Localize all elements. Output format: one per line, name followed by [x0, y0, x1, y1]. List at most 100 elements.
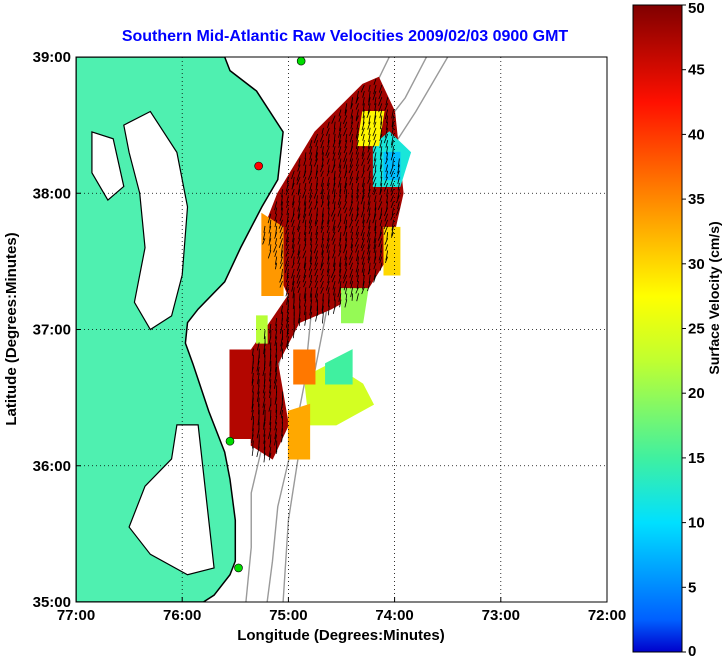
- velocity-arrow: [292, 299, 295, 309]
- velocity-arrow: [263, 446, 266, 456]
- velocity-arrow: [344, 195, 348, 203]
- velocity-arrow: [354, 213, 359, 222]
- velocity-arrow: [269, 342, 272, 351]
- velocity-arrow: [315, 170, 318, 179]
- velocity-arrow: [361, 170, 365, 178]
- velocity-arrow: [315, 311, 318, 322]
- velocity-arrow: [321, 268, 324, 276]
- velocity-arrow: [350, 103, 354, 110]
- velocity-arrow: [285, 219, 289, 228]
- velocity-arrow: [320, 274, 324, 283]
- velocity-arrow: [285, 238, 289, 247]
- velocity-arrow: [327, 201, 330, 210]
- velocity-arrow: [315, 231, 318, 240]
- velocity-arrow: [325, 127, 330, 136]
- velocity-arrow: [286, 207, 289, 216]
- velocity-arrow: [292, 256, 295, 264]
- velocity-arrow: [256, 428, 260, 439]
- velocity-arrow: [320, 219, 324, 230]
- velocity-arrow: [315, 146, 318, 158]
- velocity-arrow: [269, 354, 272, 367]
- velocity-arrow: [342, 274, 348, 284]
- velocity-arrow: [269, 366, 272, 376]
- velocity-arrow: [391, 207, 394, 216]
- velocity-arrow: [332, 146, 336, 155]
- velocity-arrow: [292, 274, 295, 285]
- velocity-arrow: [368, 84, 371, 92]
- velocity-arrow: [373, 182, 377, 193]
- bay-water-1: [128, 424, 215, 576]
- velocity-arrow: [302, 213, 307, 224]
- velocity-arrow: [286, 201, 289, 208]
- velocity-arrow: [321, 213, 324, 225]
- velocity-arrow: [313, 158, 318, 167]
- velocity-arrow: [366, 152, 371, 160]
- velocity-arrow: [326, 189, 330, 200]
- velocity-arrow: [362, 219, 365, 227]
- velocity-arrow: [373, 84, 377, 95]
- velocity-arrow: [286, 305, 289, 314]
- velocity-arrow: [310, 238, 313, 246]
- velocity-arrow: [251, 379, 254, 386]
- velocity-arrow: [297, 189, 301, 196]
- velocity-arrow: [338, 152, 342, 160]
- velocity-arrow: [367, 103, 371, 114]
- velocity-arrow: [320, 176, 324, 187]
- velocity-arrow: [373, 244, 377, 254]
- velocity-arrow: [380, 115, 383, 125]
- colorbar-tick-label: 50: [688, 0, 705, 17]
- velocity-arrow: [373, 268, 377, 280]
- velocity-arrow: [356, 250, 359, 262]
- velocity-arrow: [291, 268, 295, 279]
- velocity-arrow: [274, 360, 278, 373]
- velocity-arrow: [379, 189, 383, 196]
- velocity-arrow: [337, 195, 342, 205]
- velocity-arrow: [309, 182, 313, 191]
- velocity-arrow: [320, 238, 324, 248]
- colorbar-tick-label: 40: [688, 126, 705, 143]
- velocity-arrow: [343, 213, 348, 225]
- velocity-arrow: [304, 201, 307, 213]
- velocity-arrow: [379, 133, 383, 142]
- velocity-arrow: [302, 250, 307, 259]
- velocity-arrow: [297, 219, 301, 231]
- velocity-arrow: [269, 434, 272, 443]
- velocity-arrow: [367, 225, 371, 237]
- velocity-arrow: [351, 189, 354, 198]
- velocity-arrow: [321, 232, 324, 241]
- velocity-arrow: [263, 348, 266, 358]
- velocity-region-10: [383, 151, 401, 181]
- velocity-arrow: [325, 281, 330, 291]
- velocity-arrow: [274, 434, 278, 446]
- velocity-arrow: [344, 287, 348, 295]
- velocity-arrow: [373, 115, 377, 125]
- velocity-arrow: [362, 140, 365, 149]
- velocity-arrow: [304, 219, 307, 227]
- velocity-arrow: [383, 207, 389, 217]
- velocity-arrow: [298, 293, 301, 301]
- velocity-arrow: [390, 176, 394, 187]
- colorbar-tick-label: 0: [688, 643, 696, 659]
- velocity-arrow: [339, 262, 342, 273]
- velocity-arrow: [308, 201, 313, 209]
- velocity-arrow: [372, 127, 377, 137]
- velocity-arrow: [296, 280, 301, 289]
- velocity-arrow: [326, 225, 330, 234]
- velocity-arrow: [304, 262, 307, 270]
- velocity-arrow: [275, 207, 278, 215]
- velocity-arrow: [303, 195, 307, 206]
- velocity-arrow: [303, 158, 307, 166]
- velocity-arrow: [325, 146, 330, 156]
- velocity-arrow: [281, 397, 283, 409]
- velocity-arrow: [333, 201, 336, 209]
- velocity-region-5: [293, 349, 316, 385]
- velocity-arrow: [339, 189, 342, 197]
- velocity-arrow: [337, 146, 342, 156]
- velocity-arrow: [373, 256, 377, 264]
- velocity-arrow: [286, 336, 289, 348]
- velocity-arrow: [383, 219, 389, 230]
- velocity-arrow: [268, 238, 272, 246]
- velocity-arrow: [349, 262, 354, 270]
- velocity-arrow: [338, 176, 342, 188]
- velocity-arrow: [372, 90, 377, 101]
